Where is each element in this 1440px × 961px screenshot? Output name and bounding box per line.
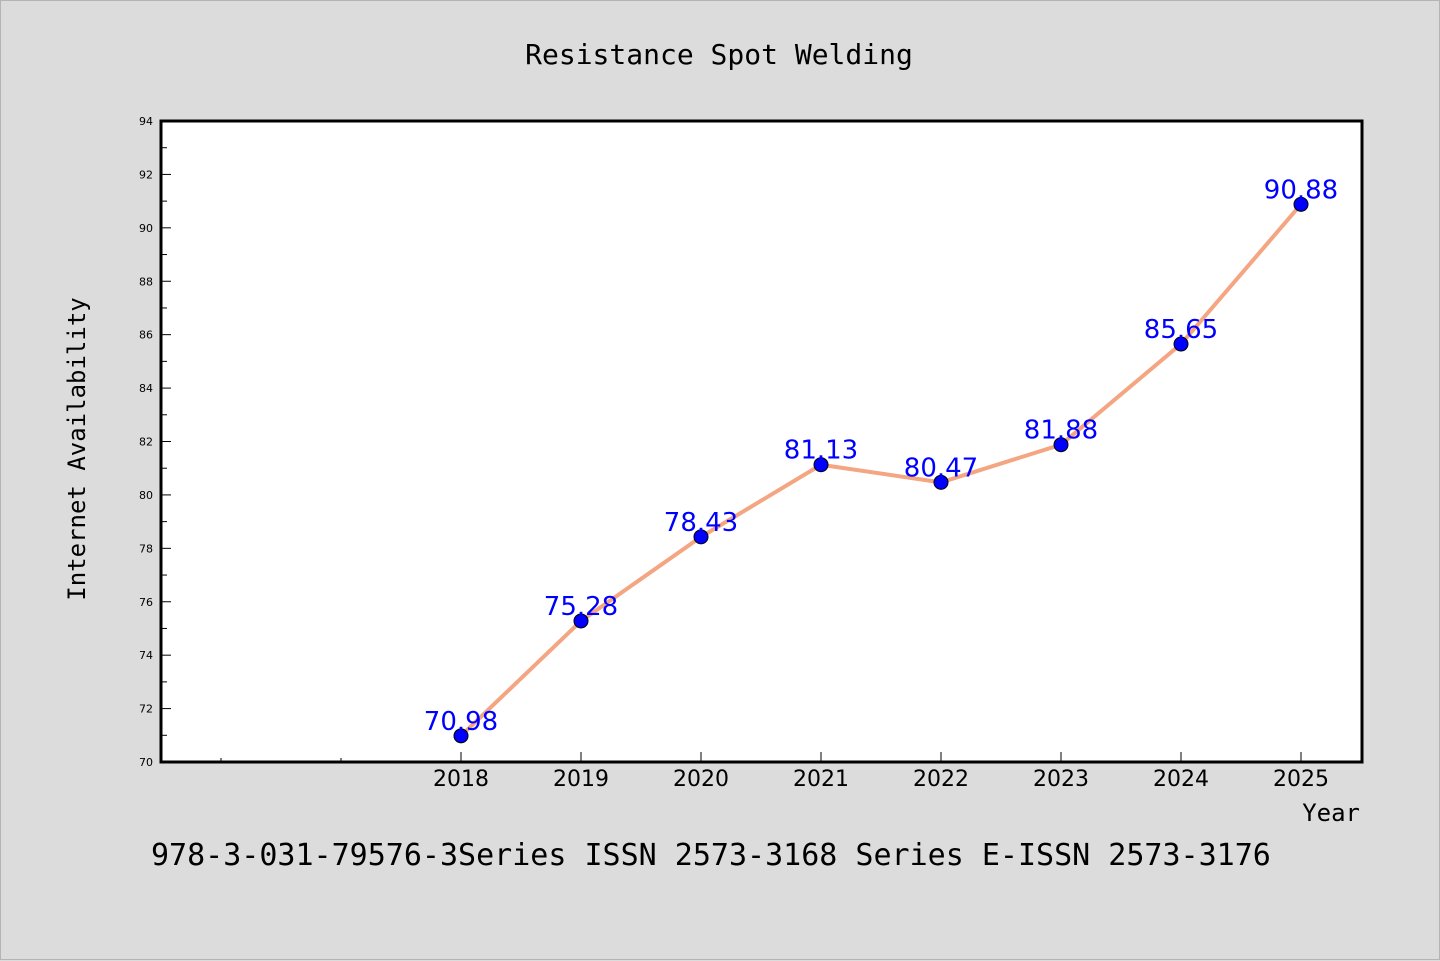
data-point: [693, 529, 709, 545]
data-point: [813, 457, 829, 473]
x-tick-label: 2021: [793, 767, 849, 792]
y-axis: 70 72 74 76 78 80 82 84 86 88 90 92 94: [139, 115, 171, 769]
data-label: 81.88: [1024, 416, 1098, 446]
data-label: 90.88: [1264, 175, 1338, 205]
data-point: [573, 613, 589, 629]
y-tick-label: 78: [139, 542, 153, 555]
x-tick-label: 2018: [433, 767, 489, 792]
y-tick-label: 80: [139, 489, 153, 502]
y-tick-label: 88: [139, 275, 153, 288]
data-label: 70.98: [424, 707, 498, 737]
y-tick-label: 72: [139, 703, 153, 716]
x-tick-label: 2024: [1153, 767, 1209, 792]
x-axis: 2018 2019 2020 2021 2022 2023 2024 2025: [220, 752, 1329, 792]
y-tick-label: 74: [139, 649, 153, 662]
plot-area: [159, 119, 1364, 764]
data-point: [1293, 196, 1309, 212]
data-point: [1053, 437, 1069, 453]
y-tick-label: 92: [139, 168, 153, 181]
data-label: 75.28: [544, 592, 618, 622]
data-point: [933, 474, 949, 490]
data-label: 78.43: [664, 508, 738, 538]
y-axis-label: Internet Availability: [63, 297, 91, 600]
x-tick-label: 2025: [1273, 767, 1329, 792]
y-tick-label: 84: [139, 382, 153, 395]
x-axis-label: Year: [1302, 799, 1360, 827]
y-tick-label: 86: [139, 329, 153, 342]
y-tick-label: 70: [139, 756, 153, 769]
series-line-path: [459, 203, 1303, 738]
x-tick-label: 2019: [553, 767, 609, 792]
footer-text: 978-3-031-79576-3Series ISSN 2573-3168 S…: [151, 838, 1271, 873]
chart-title: Resistance Spot Welding: [525, 38, 913, 71]
y-tick-label: 76: [139, 596, 153, 609]
data-label: 85.65: [1144, 315, 1218, 345]
x-tick-label: 2023: [1033, 767, 1089, 792]
series-line: 70.98 75.28 78.43 81.13 80.47 81.88 85.65 90.88: [424, 175, 1338, 744]
data-label: 81.13: [784, 436, 858, 466]
y-tick-label: 90: [139, 222, 153, 235]
data-point: [453, 728, 469, 744]
y-tick-label: 94: [139, 115, 153, 128]
data-label: 80.47: [904, 453, 978, 483]
y-tick-label: 82: [139, 436, 153, 449]
x-tick-label: 2022: [913, 767, 969, 792]
data-point: [1173, 336, 1189, 352]
x-tick-label: 2020: [673, 767, 729, 792]
